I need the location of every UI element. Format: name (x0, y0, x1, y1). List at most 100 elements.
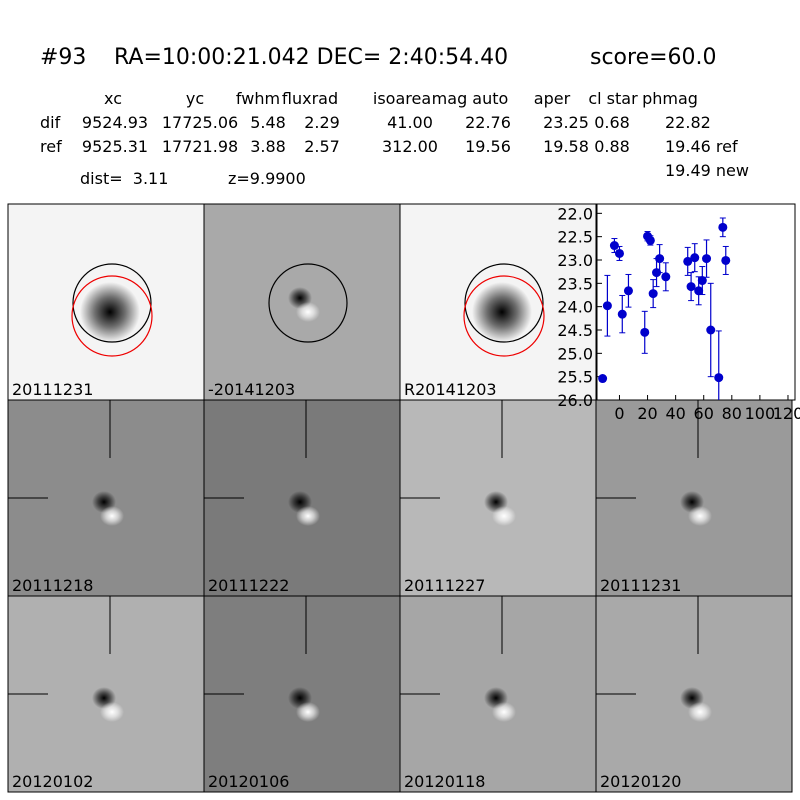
cell: 9525.31 (82, 137, 148, 156)
y-tick-label: 26.0 (557, 391, 593, 410)
series (598, 217, 731, 400)
star (472, 282, 532, 342)
blob-light (492, 702, 516, 722)
col-header: mag auto (432, 89, 509, 108)
stamp-label: 20120118 (404, 772, 485, 791)
cell: 17721.98 (162, 137, 238, 156)
stamp-label: 20120120 (600, 772, 681, 791)
point (609, 241, 619, 251)
y-tick-label: 25.0 (557, 344, 593, 363)
point (623, 286, 633, 296)
z: z=9.9900 (228, 169, 306, 188)
y-tick-label: 22.0 (557, 204, 593, 223)
blob-light (100, 506, 124, 526)
point (721, 255, 731, 265)
point (697, 276, 707, 286)
cell: 22.76 (465, 113, 511, 132)
y-tick-label: 24.5 (557, 321, 593, 340)
point (598, 374, 608, 384)
y-tick-label: 22.5 (557, 228, 593, 247)
point (645, 235, 655, 245)
x-tick-label: 80 (722, 404, 742, 423)
cell: 19.58 (543, 137, 589, 156)
cell: 5.48 (250, 113, 286, 132)
point (714, 373, 724, 383)
point (686, 282, 696, 292)
x-tick-label: 20 (637, 404, 657, 423)
cell: 9524.93 (82, 113, 148, 132)
y-tick-label: 24.0 (557, 298, 593, 317)
cell: ref (40, 137, 62, 156)
point (652, 268, 662, 278)
x-tick-label: 120 (773, 404, 800, 423)
point (718, 222, 728, 232)
cell: 3.88 (250, 137, 286, 156)
x-tick-label: 40 (665, 404, 685, 423)
point (614, 248, 624, 258)
x-tick-label: 100 (745, 404, 776, 423)
blob-light (688, 702, 712, 722)
cell: 41.00 (387, 113, 433, 132)
blob-light (492, 506, 516, 526)
point (617, 309, 627, 319)
col-header: yc (186, 89, 204, 108)
coords: RA=10:00:21.042 DEC= 2:40:54.40 (114, 45, 508, 70)
cell: dif (40, 113, 61, 132)
stamp-label: 20111227 (404, 576, 485, 595)
blob-light (100, 702, 124, 722)
point (655, 254, 665, 264)
col-header: isoarea (373, 89, 431, 108)
col-header: aper (534, 89, 571, 108)
x-tick-label: 0 (614, 404, 624, 423)
col-header: cl star (588, 89, 638, 108)
point (702, 254, 712, 264)
blob-light (296, 702, 320, 722)
cell: 2.29 (304, 113, 340, 132)
cell: 19.49 new (665, 161, 749, 180)
aperture (72, 263, 152, 343)
blob-light (688, 506, 712, 526)
point (706, 325, 716, 335)
cell: 19.56 (465, 137, 511, 156)
y-tick-label: 23.0 (557, 251, 593, 270)
cell: 19.46 ref (665, 137, 738, 156)
aperture (464, 263, 544, 343)
point (661, 272, 671, 282)
x-tick-label: 60 (694, 404, 714, 423)
aperture (268, 263, 348, 343)
blob-light (296, 506, 320, 526)
score: score=60.0 (590, 45, 717, 70)
stamp-label: 20111218 (12, 576, 93, 595)
y-tick-label: 23.5 (557, 274, 593, 293)
stamp-label: 20120102 (12, 772, 93, 791)
cand-id: #93 (40, 45, 86, 70)
plot-area (596, 203, 796, 401)
stamp-label: 20111231 (12, 380, 93, 399)
cell: 22.82 (665, 113, 711, 132)
stamp-label: -20141203 (208, 380, 295, 399)
col-header: phmag (642, 89, 698, 108)
star (80, 282, 140, 342)
stamp-label: 20111222 (208, 576, 289, 595)
y-tick-label: 25.5 (557, 368, 593, 387)
cell: 0.88 (594, 137, 630, 156)
aperture-ref (71, 275, 153, 357)
stamp-label: 20111231 (600, 576, 681, 595)
cell: 2.57 (304, 137, 340, 156)
point (683, 256, 693, 266)
stamp-label: R20141203 (404, 380, 497, 399)
stamp-label: 20120106 (208, 772, 289, 791)
col-header: xc (104, 89, 122, 108)
point (602, 301, 612, 311)
cell: 0.68 (594, 113, 630, 132)
blob-light (296, 302, 320, 322)
aperture-ref (463, 275, 545, 357)
point (640, 327, 650, 337)
dist: dist= 3.11 (80, 169, 168, 188)
cell: 17725.06 (162, 113, 238, 132)
cell: 312.00 (382, 137, 438, 156)
point (690, 253, 700, 263)
point (694, 286, 704, 296)
